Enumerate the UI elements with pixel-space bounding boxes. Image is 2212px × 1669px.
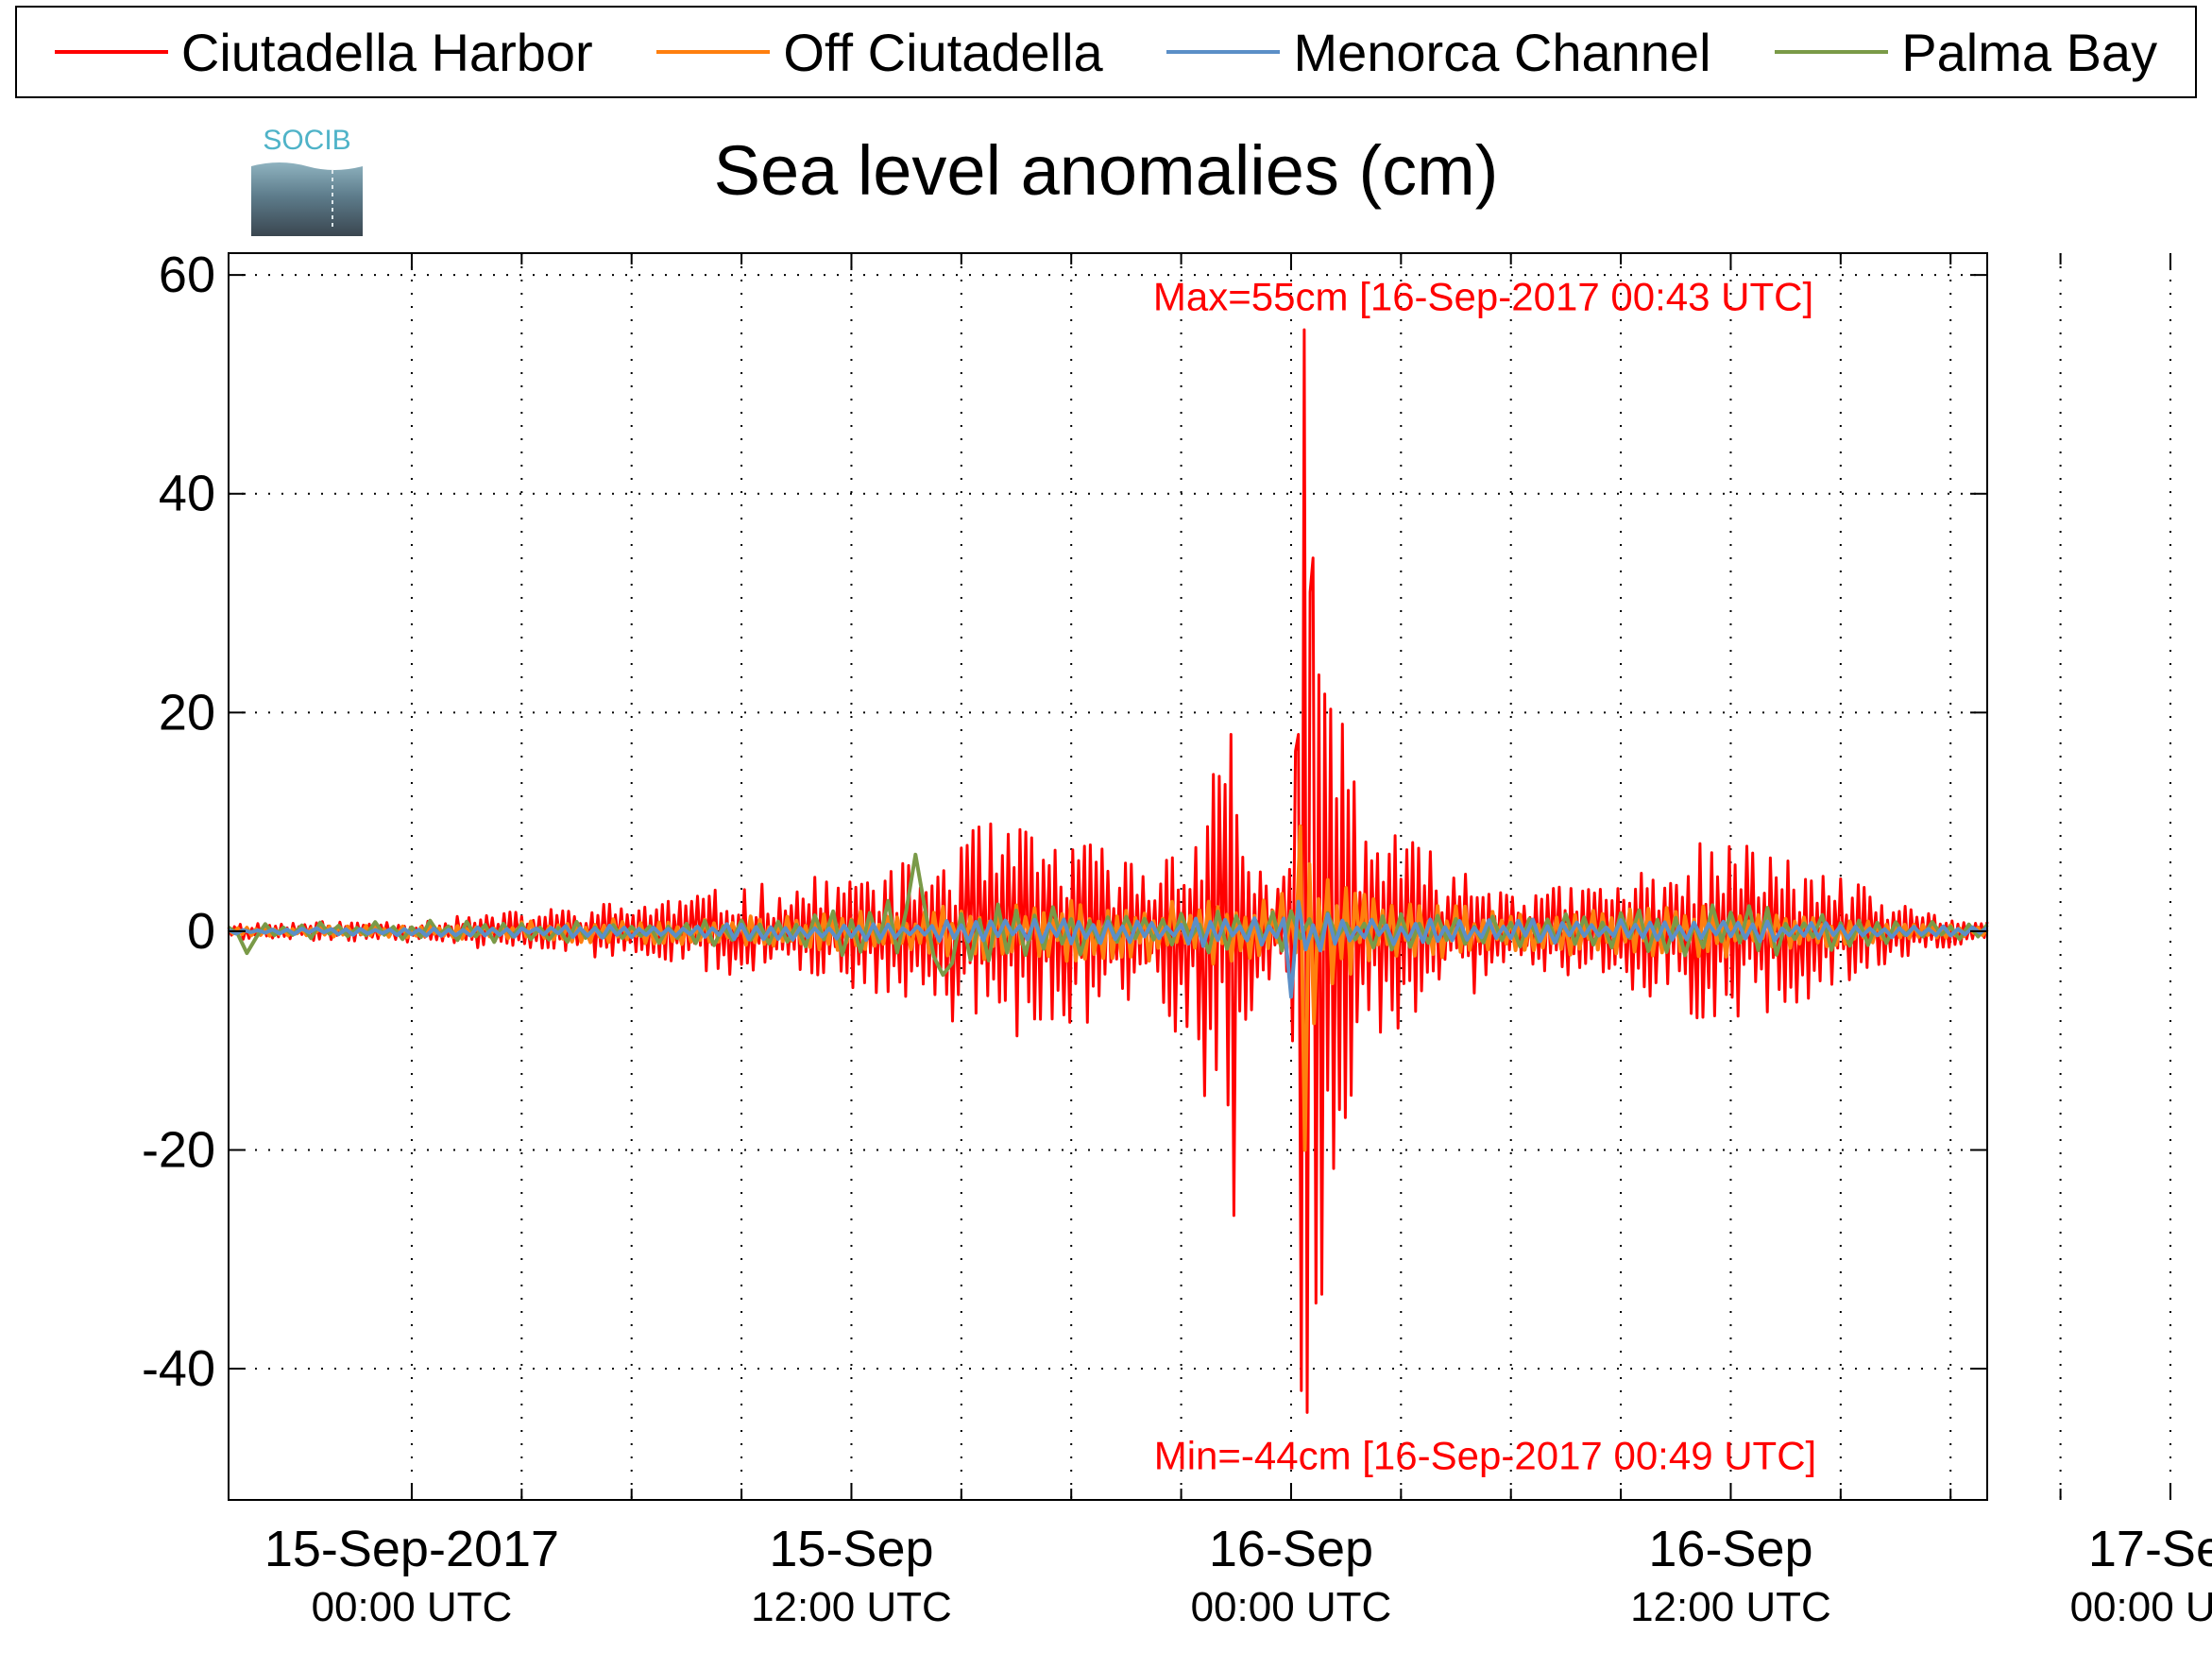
chart-title: Sea level anomalies (cm) xyxy=(713,131,1499,210)
series-line-menorca-channel xyxy=(228,899,1989,999)
legend-label: Menorca Channel xyxy=(1293,22,1711,82)
x-tick-label: 16-Sep xyxy=(1209,1521,1373,1577)
series-line-ciutadella-harbor xyxy=(227,328,1989,1414)
x-tick-sublabel: 00:00 UTC xyxy=(1191,1584,1392,1630)
legend-swatch xyxy=(1775,50,1889,54)
y-tick-label: -40 xyxy=(142,1340,215,1397)
legend-label: Palma Bay xyxy=(1901,22,2158,82)
legend: Ciutadella Harbor Off Ciutadella Menorca… xyxy=(15,6,2197,98)
axes-box xyxy=(228,252,1988,1501)
legend-label: Off Ciutadella xyxy=(783,22,1103,82)
max-annotation: Max=55cm [16-Sep-2017 00:43 UTC] xyxy=(1153,274,1813,318)
legend-swatch xyxy=(656,50,771,54)
legend-item-off-ciutadella[interactable]: Off Ciutadella xyxy=(656,22,1103,83)
series-lines xyxy=(227,328,1989,1414)
x-tick-label: 15-Sep-2017 xyxy=(264,1521,559,1577)
logo-wave xyxy=(251,162,363,236)
x-tick-sublabel: 12:00 UTC xyxy=(751,1584,952,1630)
x-tick-sublabel: 00:00 UTC xyxy=(2070,1584,2212,1630)
x-tick-sublabel: 12:00 UTC xyxy=(1630,1584,1831,1630)
x-tick-label: 15-Sep xyxy=(769,1521,933,1577)
legend-item-palma-bay[interactable]: Palma Bay xyxy=(1775,22,2157,83)
y-tick-label: 0 xyxy=(187,903,215,960)
x-tick-label: 16-Sep xyxy=(1648,1521,1812,1577)
min-annotation: Min=-44cm [16-Sep-2017 00:49 UTC] xyxy=(1154,1434,1817,1478)
legend-swatch xyxy=(54,50,168,54)
logo-text: SOCIB xyxy=(263,125,350,156)
y-tick-label: 40 xyxy=(159,466,215,522)
legend-item-ciutadella-harbor[interactable]: Ciutadella Harbor xyxy=(54,22,593,83)
annotations: Max=55cm [16-Sep-2017 00:43 UTC] Min=-44c… xyxy=(1153,274,1816,1477)
grid-lines xyxy=(229,253,2171,1500)
x-tick-sublabel: 00:00 UTC xyxy=(312,1584,513,1630)
y-tick-label: 60 xyxy=(159,247,215,303)
axis-ticks: 60 40 20 0 -20 -40 15-Sep-2017 00:00 UTC 15-Sep 1… xyxy=(142,247,2212,1630)
x-tick-label: 17-Sep xyxy=(2088,1521,2212,1577)
legend-label: Ciutadella Harbor xyxy=(180,22,593,82)
y-tick-label: 20 xyxy=(159,684,215,741)
legend-item-menorca-channel[interactable]: Menorca Channel xyxy=(1166,22,1711,83)
legend-swatch xyxy=(1166,50,1281,54)
y-tick-label: -20 xyxy=(142,1121,215,1178)
socib-logo: SOCIB xyxy=(251,125,363,236)
